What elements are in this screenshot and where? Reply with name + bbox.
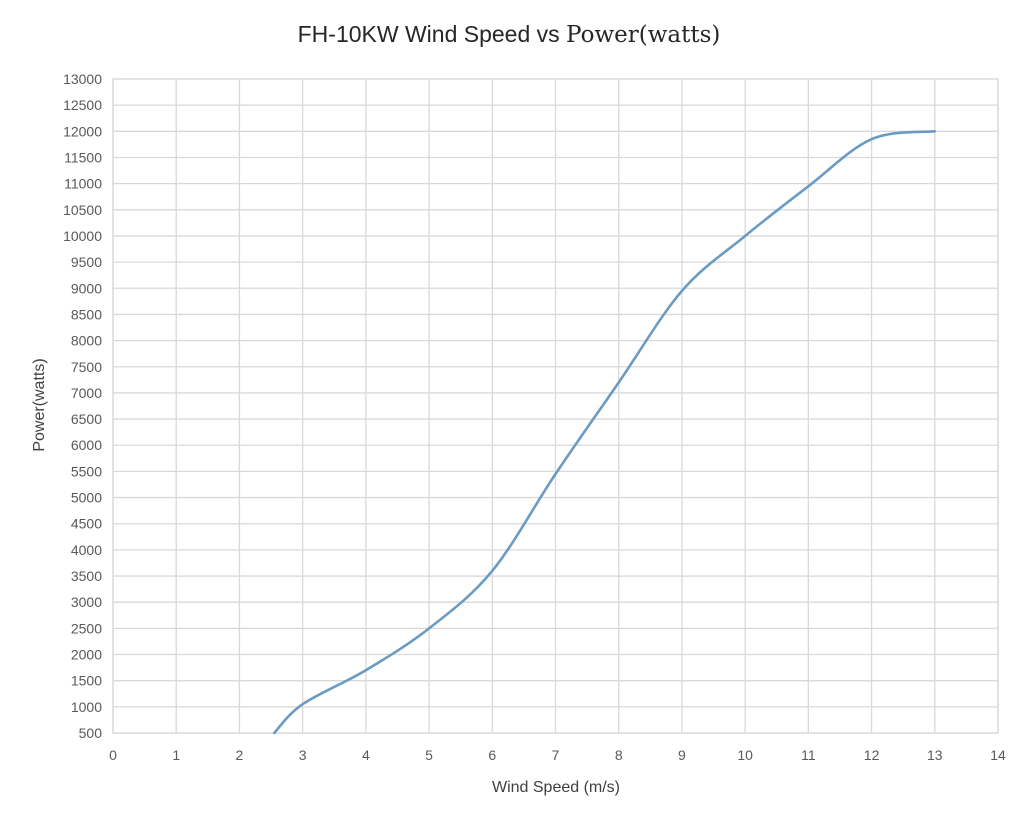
y-tick-label: 12000	[63, 123, 102, 139]
y-tick-label: 9500	[71, 254, 102, 270]
x-tick-label: 0	[109, 747, 117, 763]
y-tick-label: 1500	[71, 673, 102, 689]
x-tick-label: 7	[552, 747, 560, 763]
x-axis-title: Wind Speed (m/s)	[492, 779, 620, 796]
series-layer	[272, 130, 937, 735]
y-axis-ticks: 500 1000 1500 2000 2500 3000 3500 4000 4500 5000 5…	[63, 71, 102, 741]
y-axis-title: Power(watts)	[31, 358, 48, 451]
y-tick-label: 7500	[71, 359, 102, 375]
y-tick-label: 6000	[71, 437, 102, 453]
y-tick-label: 2000	[71, 647, 102, 663]
y-tick-label: 8500	[71, 306, 102, 322]
x-tick-label: 8	[615, 747, 623, 763]
y-tick-label: 10500	[63, 202, 102, 218]
x-tick-label: 11	[801, 747, 816, 763]
y-tick-label: 13000	[63, 71, 102, 87]
y-tick-label: 500	[79, 725, 103, 741]
y-tick-label: 11500	[64, 149, 102, 165]
chart-title: FH-10KW Wind Speed vs Power(watts)	[298, 21, 721, 48]
plot-area-border	[112, 78, 999, 734]
y-tick-label: 9000	[71, 280, 102, 296]
chart-title-tail: Power(watts)	[566, 22, 720, 48]
x-tick-label: 3	[299, 747, 307, 763]
y-tick-label: 11000	[64, 176, 102, 192]
x-tick-label: 2	[236, 747, 244, 763]
y-tick-label: 8000	[71, 333, 102, 349]
y-tick-label: 2500	[71, 620, 102, 636]
x-tick-label: 1	[172, 747, 180, 763]
y-tick-label: 4500	[71, 516, 102, 532]
x-tick-label: 13	[927, 747, 943, 763]
y-tick-label: 3000	[71, 594, 102, 610]
x-tick-label: 9	[678, 747, 686, 763]
y-tick-label: 6500	[71, 411, 102, 427]
y-tick-label: 7000	[71, 385, 102, 401]
x-tick-label: 5	[425, 747, 433, 763]
x-tick-label: 12	[864, 747, 880, 763]
power-curve-line	[272, 130, 937, 735]
grid	[112, 78, 999, 734]
x-tick-label: 14	[990, 747, 1006, 763]
y-tick-label: 3500	[71, 568, 102, 584]
x-tick-label: 6	[488, 747, 496, 763]
x-tick-label: 10	[737, 747, 753, 763]
y-tick-label: 12500	[63, 97, 102, 113]
y-tick-label: 10000	[63, 228, 102, 244]
y-tick-label: 1000	[71, 699, 102, 715]
y-tick-label: 5500	[71, 463, 102, 479]
chart-title-main: FH-10KW Wind Speed vs	[298, 21, 566, 47]
y-tick-label: 4000	[71, 542, 102, 558]
x-axis-ticks: 0 1 2 3 4 5 6 7 8 9 10 11 12 13 14	[109, 747, 1006, 763]
y-tick-label: 5000	[71, 490, 102, 506]
x-tick-label: 4	[362, 747, 370, 763]
